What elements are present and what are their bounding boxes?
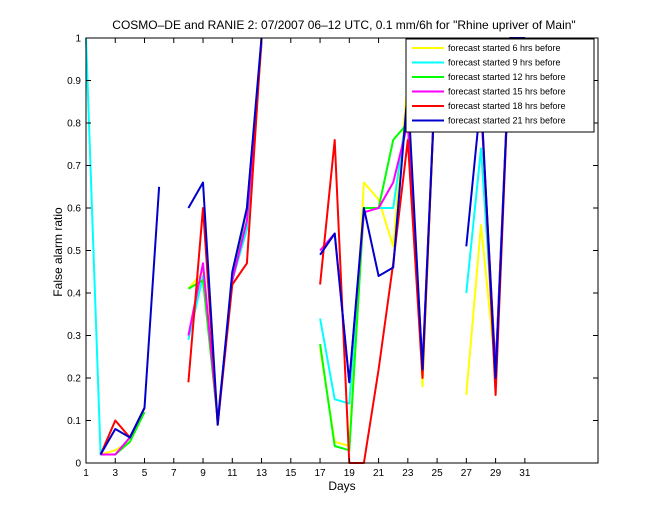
legend-label-1: forecast started 6 hrs before — [448, 43, 561, 53]
y-tick-label-2: 0.2 — [67, 374, 81, 385]
x-tick-label-7: 15 — [285, 468, 297, 479]
axes-group: 1 3 5 7 9 11 13 15 17 19 21 23 25 27 29 3100.10.20.30.4… — [67, 34, 599, 479]
legend-label-4: forecast started 15 hrs before — [448, 87, 566, 97]
y-tick-label-10: 1 — [75, 34, 81, 45]
y-tick-label-8: 0.8 — [67, 119, 81, 130]
x-tick-label-14: 29 — [490, 468, 502, 479]
x-tick-label-8: 17 — [314, 468, 326, 479]
legend-label-2: forecast started 9 hrs before — [448, 58, 561, 68]
legend-label-3: forecast started 12 hrs before — [448, 72, 566, 82]
x-tick-label-6: 13 — [256, 468, 268, 479]
y-axis-label: False alarm ratio — [51, 207, 65, 297]
x-tick-label-2: 5 — [142, 468, 148, 479]
y-tick-label-3: 0.3 — [67, 331, 81, 342]
legend-box — [405, 38, 595, 133]
chart-title: COSMO–DE and RANIE 2: 07/2007 06–12 UTC,… — [112, 18, 575, 32]
y-tick-label-1: 0.1 — [67, 416, 81, 427]
series-group — [85, 37, 525, 464]
y-tick-label-5: 0.5 — [67, 246, 81, 257]
legend-label-5: forecast started 18 hrs before — [448, 101, 566, 111]
x-tick-label-12: 25 — [432, 468, 444, 479]
legend: forecast started 6 hrs before forecast st… — [405, 38, 595, 133]
series-line-6 — [99, 37, 525, 455]
x-tick-label-15: 31 — [519, 468, 531, 479]
y-tick-label-9: 0.9 — [67, 76, 81, 87]
x-tick-label-4: 9 — [200, 468, 206, 479]
x-tick-label-13: 27 — [461, 468, 473, 479]
y-tick-label-4: 0.4 — [67, 289, 81, 300]
x-tick-label-11: 23 — [402, 468, 414, 479]
x-tick-label-5: 11 — [227, 468, 238, 479]
y-tick-label-6: 0.6 — [67, 204, 81, 215]
legend-label-6: forecast started 21 hrs before — [448, 116, 566, 126]
x-tick-label-3: 7 — [171, 468, 177, 479]
x-tick-label-10: 21 — [373, 468, 385, 479]
y-tick-label-0: 0 — [75, 459, 81, 470]
x-tick-label-9: 19 — [344, 468, 356, 479]
x-axis-label: Days — [328, 479, 355, 493]
y-tick-label-7: 0.7 — [67, 161, 81, 172]
x-tick-label-0: 1 — [83, 468, 89, 479]
x-tick-label-1: 3 — [112, 468, 118, 479]
